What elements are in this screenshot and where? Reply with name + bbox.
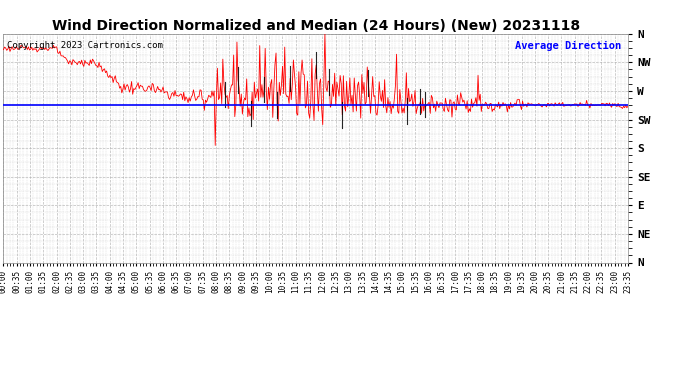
Text: Copyright 2023 Cartronics.com: Copyright 2023 Cartronics.com — [7, 40, 162, 50]
Text: Average Direction: Average Direction — [515, 40, 622, 51]
Title: Wind Direction Normalized and Median (24 Hours) (New) 20231118: Wind Direction Normalized and Median (24… — [52, 19, 580, 33]
